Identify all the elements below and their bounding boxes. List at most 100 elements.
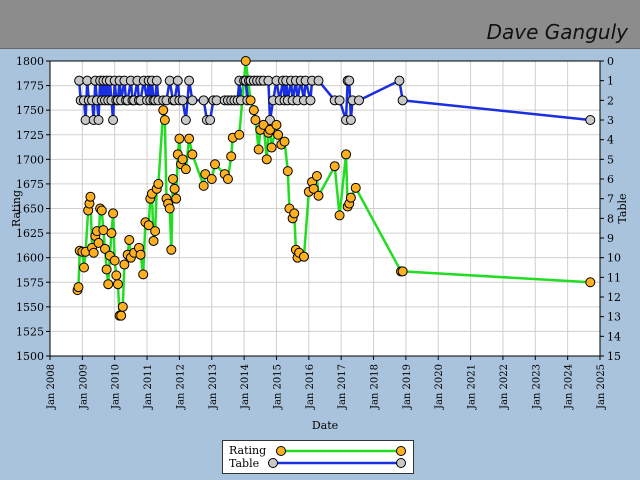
rating-point bbox=[345, 192, 356, 203]
header-bar: Dave Ganguly bbox=[0, 0, 640, 49]
rating-point bbox=[150, 226, 161, 237]
rating-point bbox=[167, 174, 178, 184]
rating-point bbox=[153, 178, 164, 189]
rating-point bbox=[164, 203, 175, 214]
rating-point bbox=[282, 166, 293, 177]
y2-tick-label: 2 bbox=[607, 94, 614, 107]
y-axis-label: Rating bbox=[10, 190, 23, 227]
rating-point bbox=[206, 174, 217, 184]
plot-frame bbox=[49, 60, 601, 357]
table-point bbox=[108, 115, 119, 125]
rating-point bbox=[187, 149, 198, 160]
table-point bbox=[585, 115, 596, 125]
y-tick-label: 1600 bbox=[16, 252, 44, 265]
x-tick-label: Jan 2021 bbox=[467, 364, 478, 410]
table-point bbox=[353, 95, 364, 106]
table-point bbox=[334, 95, 345, 106]
table-point bbox=[172, 75, 183, 86]
rating-point bbox=[180, 164, 191, 175]
legend: Rating Table bbox=[222, 440, 414, 474]
x-tick-label: Jan 2017 bbox=[337, 364, 348, 410]
legend-label-rating: Rating bbox=[229, 444, 267, 457]
rating-point bbox=[248, 105, 259, 116]
y2-tick-label: 8 bbox=[607, 212, 614, 225]
rating-point bbox=[111, 270, 122, 281]
rating-point bbox=[266, 142, 277, 153]
rating-point bbox=[106, 228, 117, 239]
table-point bbox=[180, 115, 191, 125]
rating-point bbox=[171, 193, 182, 204]
table-point bbox=[187, 95, 198, 106]
table-point bbox=[198, 95, 209, 106]
x-tick-label: Jan 2019 bbox=[402, 364, 413, 410]
y2-tick-label: 5 bbox=[607, 153, 614, 166]
table-point bbox=[205, 115, 216, 125]
y2-tick-label: 13 bbox=[607, 311, 621, 324]
legend-swatches bbox=[268, 446, 406, 468]
y-tick-label: 1675 bbox=[16, 178, 44, 191]
rating-point bbox=[135, 249, 146, 260]
rating-point bbox=[169, 183, 180, 194]
table-point bbox=[151, 75, 162, 86]
rating-point bbox=[138, 269, 149, 280]
x-axis-label: Date bbox=[312, 419, 338, 432]
y-tick-label: 1575 bbox=[16, 276, 44, 289]
y-tick-label: 1525 bbox=[16, 325, 44, 338]
rating-point bbox=[148, 235, 159, 246]
rating-point bbox=[73, 282, 84, 293]
y2-tick-label: 9 bbox=[607, 232, 614, 245]
table-point bbox=[394, 75, 405, 86]
y-tick-label: 1800 bbox=[16, 55, 44, 68]
legend-table-marker bbox=[268, 458, 278, 468]
table-point bbox=[177, 95, 188, 106]
y2-tick-label: 1 bbox=[607, 75, 614, 88]
rating-point bbox=[78, 262, 89, 273]
y2-tick-label: 6 bbox=[607, 173, 614, 186]
rating-point bbox=[585, 277, 596, 288]
table-point bbox=[93, 115, 104, 125]
x-tick-label: Jan 2020 bbox=[434, 364, 445, 410]
y-tick-label: 1625 bbox=[16, 227, 44, 240]
rating-point bbox=[198, 180, 209, 191]
legend-table-marker bbox=[396, 458, 406, 468]
y-tick-label: 1725 bbox=[16, 129, 44, 142]
y2-tick-label: 10 bbox=[607, 252, 621, 265]
rating-point bbox=[101, 264, 112, 275]
rating-point bbox=[88, 247, 99, 258]
rating-point bbox=[245, 95, 256, 106]
rating-point bbox=[159, 115, 170, 125]
rating-point bbox=[177, 154, 188, 165]
y-tick-label: 1775 bbox=[16, 80, 44, 93]
table-point bbox=[345, 115, 356, 125]
rating-point bbox=[273, 129, 284, 140]
rating-point bbox=[166, 244, 177, 255]
y2-tick-label: 3 bbox=[607, 114, 614, 127]
x-tick-label: Jan 2024 bbox=[564, 364, 575, 410]
rating-point bbox=[240, 56, 251, 66]
x-tick-label: Jan 2015 bbox=[272, 364, 283, 410]
y-tick-label: 1500 bbox=[16, 350, 44, 363]
y-tick-label: 1750 bbox=[16, 104, 44, 117]
rating-point bbox=[234, 129, 245, 140]
rating-point bbox=[298, 251, 309, 262]
y2-tick-label: 4 bbox=[607, 134, 614, 147]
rating-point bbox=[289, 208, 300, 219]
legend-rating-marker bbox=[276, 446, 286, 456]
y-tick-label: 1700 bbox=[16, 153, 44, 166]
rating-point bbox=[100, 243, 110, 254]
y-tick-label: 1550 bbox=[16, 301, 44, 314]
rating-point bbox=[308, 183, 319, 194]
x-tick-label: Jan 2016 bbox=[305, 364, 316, 410]
x-tick-label: Jan 2013 bbox=[208, 364, 219, 410]
rating-point bbox=[261, 154, 272, 165]
rating-point bbox=[174, 133, 185, 144]
x-tick-label: Jan 2011 bbox=[143, 364, 154, 410]
legend-rating-marker bbox=[396, 446, 406, 456]
x-tick-label: Jan 2008 bbox=[46, 364, 57, 410]
rating-point bbox=[210, 159, 220, 170]
y2-axis-label: Table bbox=[616, 193, 629, 223]
y2-tick-label: 7 bbox=[607, 193, 614, 206]
rating-point bbox=[311, 171, 322, 182]
rating-point bbox=[112, 279, 123, 290]
